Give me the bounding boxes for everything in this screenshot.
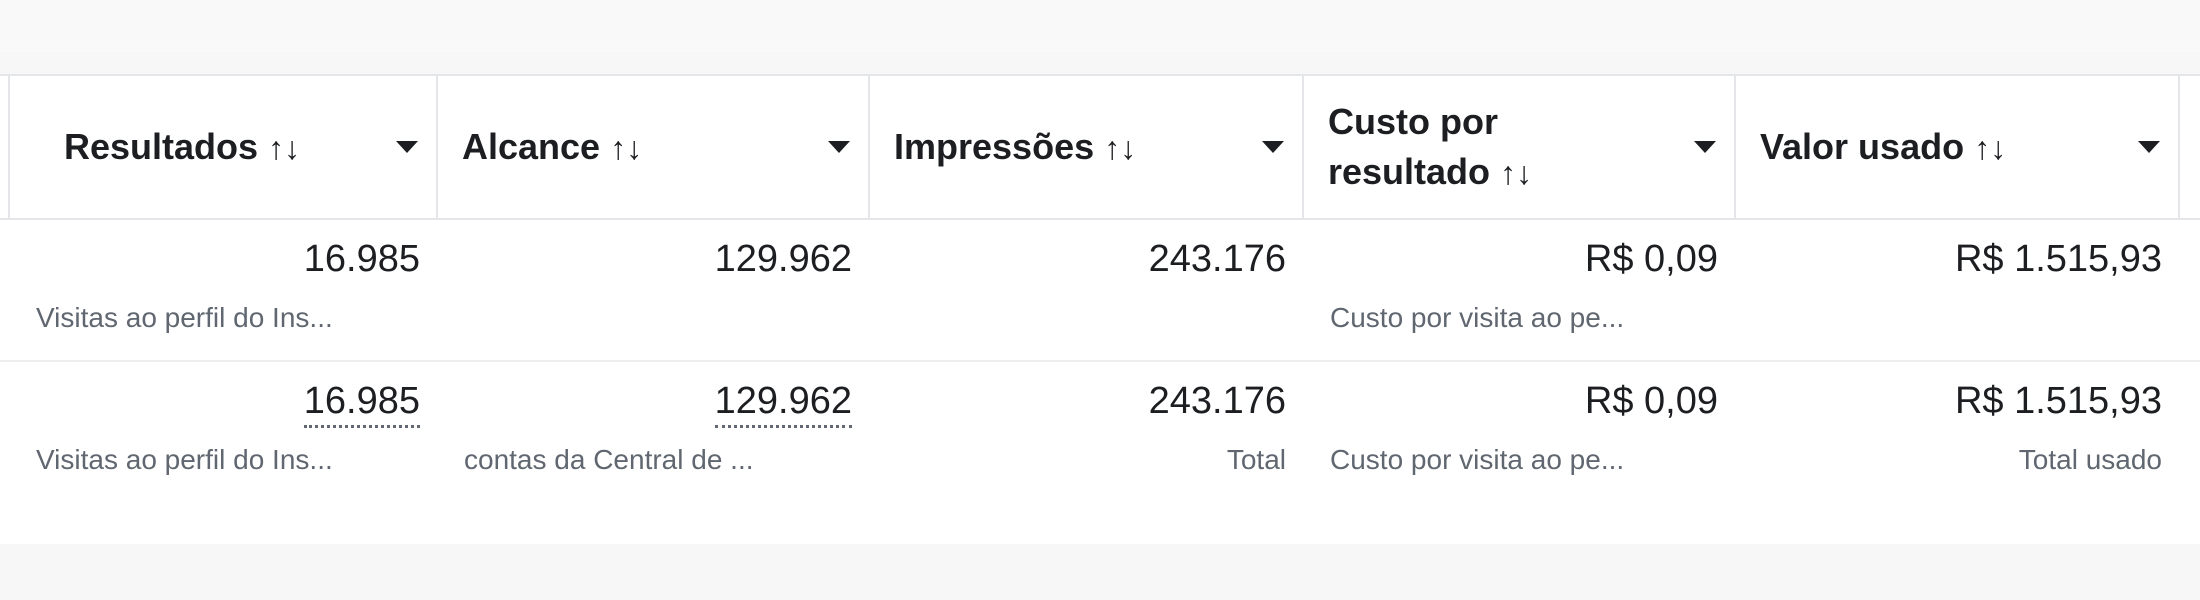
cell-value: 16.985 xyxy=(303,238,420,280)
summary-cell-impressoes: 243.176 Total xyxy=(870,362,1304,502)
column-label: Alcance ↑↓ xyxy=(462,125,643,167)
summary-cell-resultados: 16.985 Visitas ao perfil do Ins... xyxy=(10,362,438,502)
column-edge-left xyxy=(0,76,10,218)
cell-valor-usado: R$ 1.515,93 xyxy=(1736,220,2180,360)
table-summary-row: 16.985 Visitas ao perfil do Ins... 129.9… xyxy=(0,362,2200,502)
cell-subtext: Custo por visita ao pe... xyxy=(1330,302,1625,333)
sort-arrows-icon[interactable]: ↑↓ xyxy=(1104,129,1137,166)
cell-subtext: Total usado xyxy=(2018,444,2162,475)
cell-alcance: 129.962 xyxy=(438,220,870,360)
column-edge-right xyxy=(2180,76,2200,218)
sort-arrows-icon[interactable]: ↑↓ xyxy=(268,129,301,166)
caret-down-icon[interactable] xyxy=(2138,141,2160,153)
cell-custo-por-resultado: R$ 0,09 Custo por visita ao pe... xyxy=(1304,220,1736,360)
cell-impressoes: 243.176 xyxy=(870,220,1304,360)
table-header-row: Resultados ↑↓ Alcance ↑↓ Impressões ↑↓ xyxy=(0,76,2200,220)
table-row: 16.985 Visitas ao perfil do Ins... 129.9… xyxy=(0,220,2200,362)
top-bar xyxy=(0,0,2200,52)
cell-value: 243.176 xyxy=(1148,238,1286,280)
cell-value: R$ 1.515,93 xyxy=(1954,238,2162,280)
summary-cell-alcance: 129.962 contas da Central de ... xyxy=(438,362,870,502)
cell-value: 129.962 xyxy=(714,238,852,280)
cell-subtext: contas da Central de ... xyxy=(464,444,754,475)
column-label: Resultados ↑↓ xyxy=(64,125,301,167)
summary-value: 243.176 xyxy=(1148,380,1286,422)
cell-subtext: Visitas ao perfil do Ins... xyxy=(36,302,333,333)
column-label: Impressões ↑↓ xyxy=(894,125,1137,167)
caret-down-icon[interactable] xyxy=(396,141,418,153)
cell-resultados: 16.985 Visitas ao perfil do Ins... xyxy=(10,220,438,360)
results-table: Resultados ↑↓ Alcance ↑↓ Impressões ↑↓ xyxy=(0,74,2200,546)
sort-arrows-icon[interactable]: ↑↓ xyxy=(1974,129,2007,166)
cell-value: R$ 0,09 xyxy=(1584,238,1718,280)
summary-cell-valor-usado: R$ 1.515,93 Total usado xyxy=(1736,362,2180,502)
column-header-resultados[interactable]: Resultados ↑↓ xyxy=(10,76,438,218)
column-header-impressoes[interactable]: Impressões ↑↓ xyxy=(870,76,1304,218)
cell-subtext: Total xyxy=(1226,444,1286,475)
caret-down-icon[interactable] xyxy=(1262,141,1284,153)
caret-down-icon[interactable] xyxy=(1694,141,1716,153)
cell-subtext: Visitas ao perfil do Ins... xyxy=(36,444,333,475)
column-label: Custo por resultado ↑↓ xyxy=(1328,100,1533,192)
column-label: Valor usado ↑↓ xyxy=(1760,125,2007,167)
summary-value[interactable]: 16.985 xyxy=(303,380,420,428)
summary-value: R$ 0,09 xyxy=(1584,380,1718,422)
caret-down-icon[interactable] xyxy=(828,141,850,153)
sort-arrows-icon[interactable]: ↑↓ xyxy=(1500,154,1533,191)
cell-subtext: Custo por visita ao pe... xyxy=(1330,444,1625,475)
column-header-custo-por-resultado[interactable]: Custo por resultado ↑↓ xyxy=(1304,76,1736,218)
column-header-valor-usado[interactable]: Valor usado ↑↓ xyxy=(1736,76,2180,218)
column-header-alcance[interactable]: Alcance ↑↓ xyxy=(438,76,870,218)
bottom-area xyxy=(0,544,2200,600)
summary-value[interactable]: 129.962 xyxy=(714,380,852,428)
sort-arrows-icon[interactable]: ↑↓ xyxy=(610,129,643,166)
summary-cell-custo-por-resultado: R$ 0,09 Custo por visita ao pe... xyxy=(1304,362,1736,502)
summary-value: R$ 1.515,93 xyxy=(1954,380,2162,422)
